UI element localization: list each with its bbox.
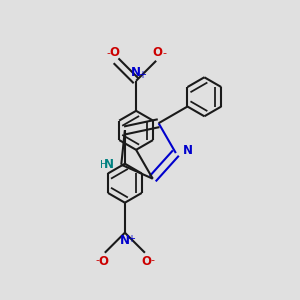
Text: H: H [100, 160, 108, 170]
Text: N: N [120, 234, 130, 248]
Text: -: - [106, 49, 110, 58]
Text: -: - [95, 255, 100, 265]
Text: O: O [98, 255, 108, 268]
Text: -: - [150, 255, 154, 265]
Text: -: - [162, 49, 166, 58]
Text: O: O [142, 255, 152, 268]
Text: O: O [110, 46, 119, 59]
Text: +: + [127, 234, 135, 244]
Text: N: N [104, 158, 114, 171]
Text: N: N [183, 144, 193, 157]
Text: O: O [153, 46, 163, 59]
Text: +: + [138, 70, 146, 80]
Text: N: N [131, 66, 141, 79]
